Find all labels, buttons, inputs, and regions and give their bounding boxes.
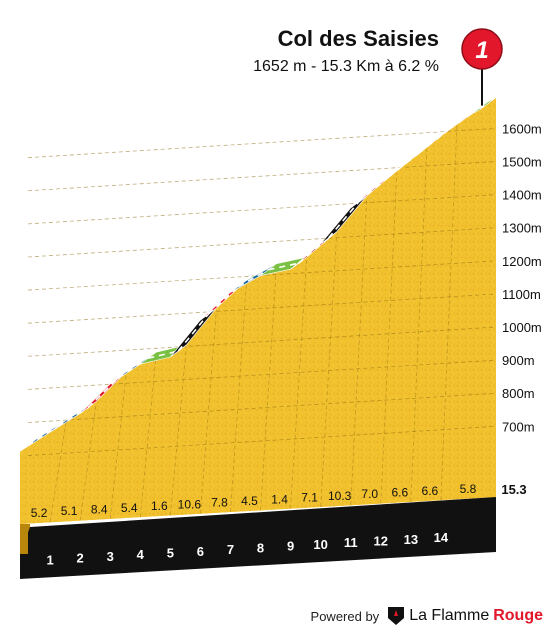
y-tick-label: 1600m (502, 121, 542, 136)
segment-gradient-label: 5.1 (61, 504, 78, 518)
km-gridline (350, 197, 368, 506)
segment-gradient-label: 7.8 (211, 496, 228, 510)
road-centerline (478, 102, 489, 110)
x-tick-label: 8 (257, 540, 264, 555)
segment-gradient-label: 4.5 (241, 494, 258, 508)
segment-gradient-label: 1.6 (151, 499, 168, 513)
road-centerline (27, 425, 59, 447)
summit-marker-number: 1 (475, 37, 488, 64)
y-tick-label: 1500m (502, 155, 542, 170)
climb-summary: 1652 m - 15.3 Km à 6.2 % (253, 58, 439, 75)
brand-suffix: Rouge (493, 607, 543, 624)
road-centerline (87, 377, 119, 409)
powered-by-text: Powered by (310, 608, 380, 624)
y-tick-label: 1000m (502, 320, 542, 335)
y-tick-label: 900m (502, 353, 535, 368)
segment-gradient-label: 7.0 (361, 487, 378, 501)
gridline-1600m (27, 128, 497, 159)
gridline-1500m (27, 161, 497, 192)
x-tick-label: 10 (313, 537, 327, 552)
km-gridline (79, 403, 97, 521)
segment-gradient-label: 7.1 (301, 491, 318, 505)
km-gridline (109, 373, 127, 519)
segment-gradient-label: 5.8 (460, 482, 477, 496)
brand-prefix: La Flamme (409, 607, 490, 624)
label-layer: 700m 800m 900m 1000m 1100m 1200m 1300m 1400m 150… (31, 121, 542, 567)
km-gridline (260, 265, 277, 511)
summit-marker: 1 (461, 28, 503, 106)
gridline-1100m (27, 293, 497, 324)
road-centerline (177, 313, 210, 352)
segment-gradient-label: 1.4 (271, 492, 288, 506)
x-tick-label: 5 (167, 545, 174, 560)
x-tick-label: 1 (46, 552, 53, 567)
road-centerline (328, 201, 360, 239)
y-tick-label: 700m (502, 419, 535, 434)
gridline-1400m (27, 194, 497, 225)
gridline-1000m (27, 326, 497, 357)
x-tick-label: 11 (344, 535, 358, 550)
km-gridline (199, 310, 217, 514)
terrain-side-edge (20, 524, 28, 554)
segment-gradient-label: 10.6 (178, 497, 202, 511)
y-tick-label: 800m (502, 386, 535, 401)
segment-gradient-label: 8.4 (91, 503, 108, 517)
x-tick-label: 6 (197, 544, 204, 559)
road-centerline (57, 406, 89, 427)
footer: Powered by La Flamme Rouge (311, 606, 543, 626)
km-gridline (139, 354, 157, 518)
x-tick-label: 7 (227, 542, 234, 557)
road-centerline (148, 350, 179, 359)
road-layer (19, 97, 497, 452)
km-gridline (380, 172, 398, 504)
y-tick-label: 1400m (502, 188, 542, 203)
km-gridline (230, 282, 247, 513)
gridline-700m (27, 425, 497, 456)
x-tick-label: 13 (404, 532, 418, 547)
road-centerline (117, 357, 149, 379)
x-tick-label: 4 (137, 547, 145, 562)
x-tick-label: 12 (374, 534, 388, 549)
flame-shield-icon (388, 607, 405, 625)
y-tick-label: 1200m (502, 254, 542, 269)
km-gridline (320, 233, 338, 507)
climb-title: Col des Saisies (277, 26, 439, 51)
y-tick-label: 1100m (502, 287, 541, 302)
road-centerline (238, 268, 269, 288)
km-gridline (169, 346, 187, 516)
terrain-fill (20, 97, 496, 525)
summit-marker-circle (461, 28, 503, 70)
road-centerline (268, 262, 299, 271)
y-tick-label: 1300m (502, 221, 542, 236)
distance-band (20, 497, 496, 579)
segment-gradient-label: 6.6 (422, 484, 439, 498)
x-tick-label: 9 (287, 539, 294, 554)
segment-gradient-label: 10.3 (328, 489, 352, 503)
x-tick-label: 2 (77, 551, 84, 566)
gridline-1300m (27, 227, 497, 258)
gridline-800m (27, 392, 497, 423)
brand-logo: La Flamme Rouge (387, 606, 543, 626)
x-end-label: 15.3 (501, 482, 526, 497)
segment-gradient-label: 6.6 (391, 485, 408, 499)
segment-gradient-label: 5.4 (121, 501, 138, 515)
segment-gradient-label: 5.2 (31, 506, 48, 520)
x-tick-label: 3 (107, 549, 114, 564)
gridline-900m (27, 359, 497, 390)
terrain-layer (20, 97, 496, 579)
km-gridline (49, 422, 67, 523)
km-gridline (410, 149, 428, 502)
x-tick-label: 14 (434, 530, 449, 545)
